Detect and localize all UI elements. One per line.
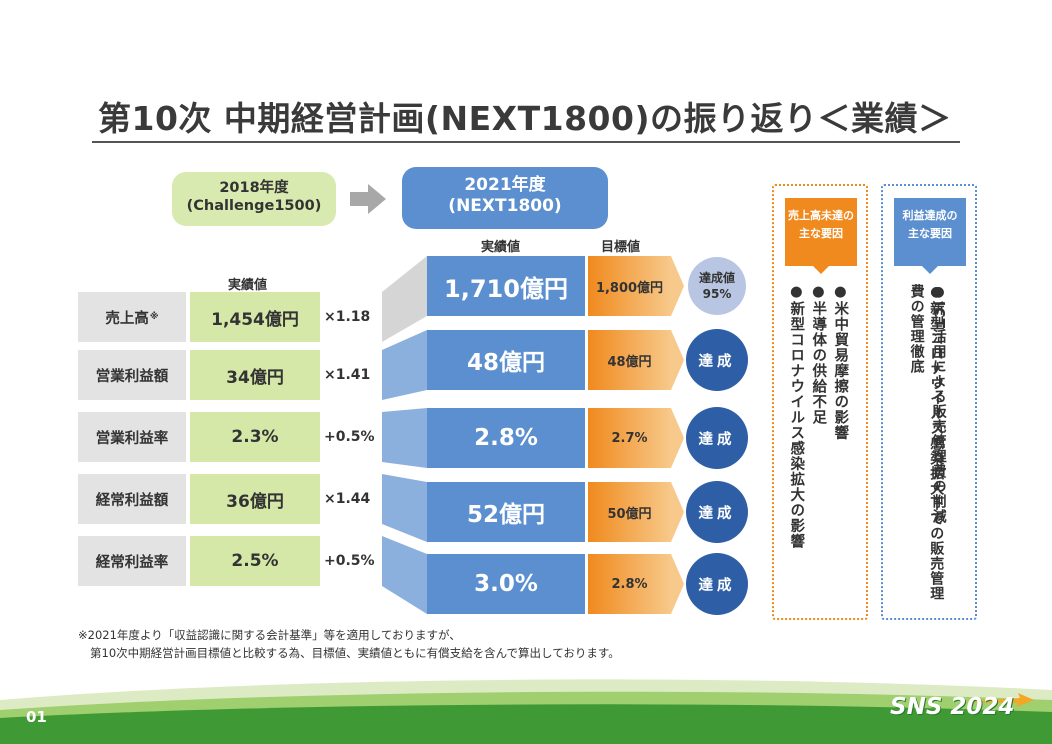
profit-factor-item: ●新型コロナウイルス感染拡大下での販売管理費の管理徹底	[908, 284, 945, 601]
achievement-rate-badge: 達成値 95%	[688, 257, 746, 315]
value-2018-ordinary-margin: 2.5%	[190, 536, 320, 586]
header-actual-2021: 実績値	[481, 240, 521, 255]
row-label-sales: 売上高 ※	[78, 292, 186, 342]
company-logo: SNS 2024	[890, 694, 1015, 720]
profit-factors-tag-line1: 利益達成の	[902, 209, 958, 222]
period-2018-pill: 2018年度 (Challenge1500)	[172, 172, 336, 226]
achieved-badge: 達成	[686, 407, 748, 469]
sales-factors-box: 売上高未達の 主な要因 ●新型コロナウイルス感染拡大の影響 ●半導体の供給不足 …	[772, 184, 868, 620]
value-2021-ordinary-profit: 52億円	[427, 482, 585, 542]
logo-arrow-icon	[958, 693, 1034, 707]
ratio-operating-margin: +0.5%	[324, 429, 375, 445]
sales-factor-item: ●半導体の供給不足	[810, 284, 827, 425]
value-2018-operating-margin: 2.3%	[190, 412, 320, 462]
row-label-ordinary-margin: 経常利益率	[78, 536, 186, 586]
profit-factors-box: 利益達成の 主な要因 ●新型コロナウイルス感染拡大下での販売管理費の管理徹底 ●…	[881, 184, 977, 620]
footnote-line1: ※2021年度より「収益認識に関する会計基準」等を適用しておりますが、	[78, 628, 461, 642]
period-2021-year: 2021年度	[464, 175, 546, 195]
target-operating-profit: 48億円	[588, 330, 684, 390]
profit-factor-item: ●ICT活用による販売管理費の削減	[930, 284, 947, 525]
value-2021-operating-profit: 48億円	[427, 330, 585, 390]
value-2018-operating-profit: 34億円	[190, 350, 320, 400]
footnote-line2: 第10次中期経営計画目標値と比較する為、目標値、実績値ともに有償支給を含んで算出…	[90, 645, 620, 660]
ratio-ordinary-profit: ×1.44	[324, 491, 371, 507]
sales-factor-item: ●新型コロナウイルス感染拡大の影響	[788, 284, 805, 549]
row-label-text: 売上高	[105, 310, 149, 327]
target-sales: 1,800億円	[588, 256, 684, 316]
ratio-sales: ×1.18	[324, 309, 371, 325]
sales-factors-tag-line1: 売上高未達の	[788, 209, 854, 222]
achieved-badge: 達成	[686, 329, 748, 391]
page-number: 01	[26, 708, 47, 726]
footer-wave-decoration	[0, 679, 1052, 744]
period-2021-pill: 2021年度 (NEXT1800)	[402, 167, 608, 229]
achieved-badge: 達成	[686, 553, 748, 615]
title-underline	[92, 141, 960, 143]
achievement-rate-label: 達成値	[698, 270, 735, 285]
header-target: 目標値	[601, 240, 641, 255]
sales-factors-tag: 売上高未達の 主な要因	[785, 198, 857, 274]
value-2021-ordinary-margin: 3.0%	[427, 554, 585, 614]
achieved-badge: 達成	[686, 481, 748, 543]
target-ordinary-profit: 50億円	[588, 482, 684, 542]
sales-factors-tag-line2: 主な要因	[799, 226, 843, 240]
ratio-operating-profit: ×1.41	[324, 367, 371, 383]
value-2021-operating-margin: 2.8%	[427, 408, 585, 468]
period-2021-plan: (NEXT1800)	[448, 196, 562, 217]
period-2018-year: 2018年度	[219, 180, 289, 196]
header-actual-2018: 実績値	[228, 278, 268, 293]
value-2018-sales: 1,454億円	[190, 292, 320, 342]
target-operating-margin: 2.7%	[588, 408, 684, 468]
footnote-mark: ※	[149, 312, 159, 322]
value-2021-sales: 1,710億円	[427, 256, 585, 316]
sales-factor-item: ●米中貿易摩擦の影響	[832, 284, 849, 441]
footnote: ※2021年度より「収益認識に関する会計基準」等を適用しておりますが、 第10次…	[78, 627, 620, 663]
page-title: 第10次 中期経営計画(NEXT1800)の振り返り＜業績＞	[98, 99, 952, 138]
row-label-operating-margin: 営業利益率	[78, 412, 186, 462]
period-2018-plan: (Challenge1500)	[186, 198, 322, 215]
target-ordinary-margin: 2.8%	[588, 554, 684, 614]
profit-factors-tag-line2: 主な要因	[908, 226, 952, 240]
value-2018-ordinary-profit: 36億円	[190, 474, 320, 524]
profit-factors-tag: 利益達成の 主な要因	[894, 198, 966, 274]
row-label-operating-profit: 営業利益額	[78, 350, 186, 400]
row-label-ordinary-profit: 経常利益額	[78, 474, 186, 524]
achievement-rate-value: 95%	[702, 287, 732, 301]
ratio-ordinary-margin: +0.5%	[324, 553, 375, 569]
